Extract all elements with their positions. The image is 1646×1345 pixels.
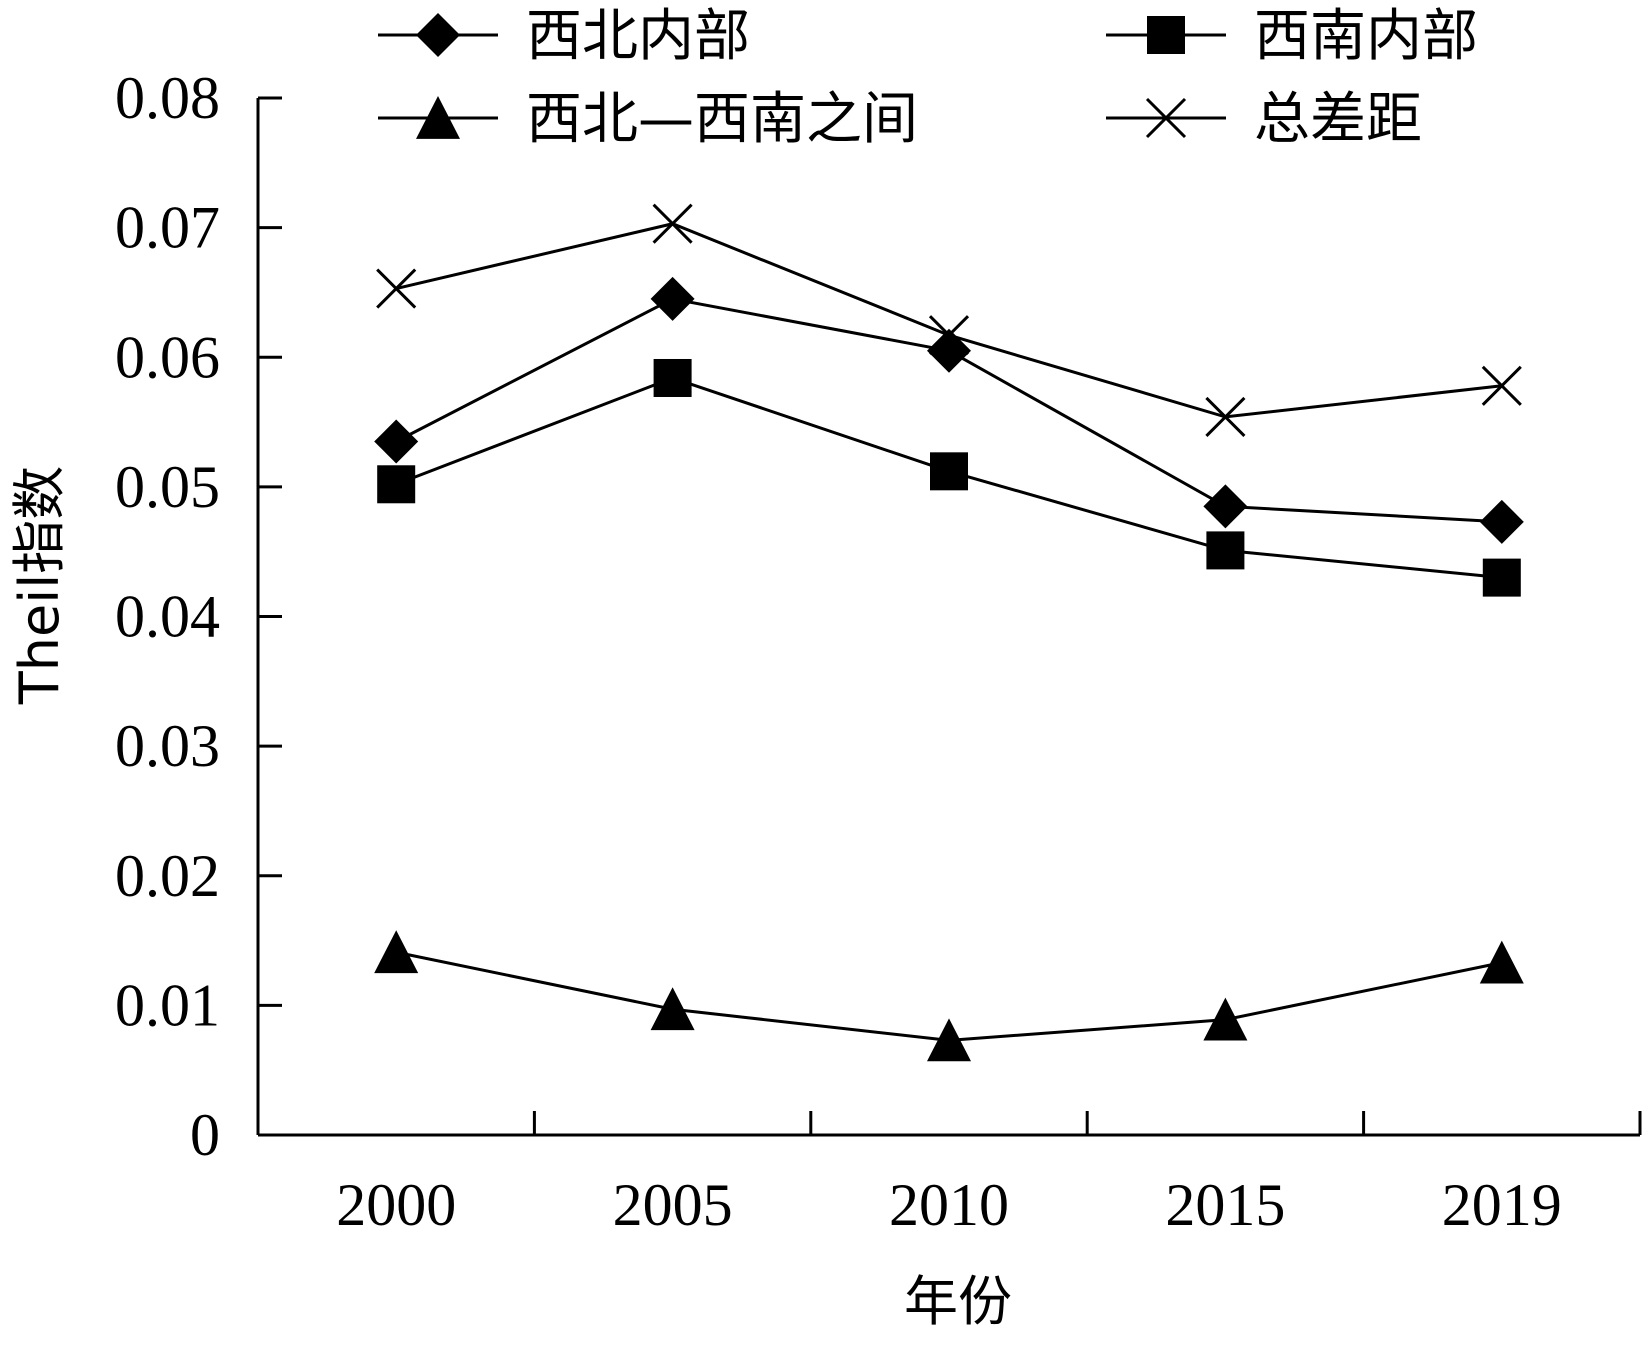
data-point xyxy=(1479,940,1524,984)
y-tick-label: 0.08 xyxy=(115,65,220,131)
legend-label: 总差距 xyxy=(1254,87,1422,152)
legend-item: 西北内部 xyxy=(378,4,750,69)
data-point xyxy=(1206,531,1245,570)
y-tick-label: 0.03 xyxy=(115,713,220,779)
data-point xyxy=(376,268,417,309)
x-tick-label: 2000 xyxy=(336,1172,456,1238)
series-line xyxy=(395,222,1502,419)
series-1 xyxy=(374,276,1524,544)
series-2 xyxy=(377,358,1521,597)
legend-label: 西南内部 xyxy=(1254,4,1478,69)
y-tick-label: 0.01 xyxy=(115,972,220,1038)
legend-marker xyxy=(416,13,460,57)
data-point xyxy=(650,276,695,321)
data-point xyxy=(374,930,419,974)
legend-marker xyxy=(1147,16,1185,54)
data-point xyxy=(377,465,416,504)
legend-label: 西北—西南之间 xyxy=(526,87,918,152)
series-4 xyxy=(376,203,1522,437)
x-tick-label: 2005 xyxy=(613,1172,733,1238)
data-point xyxy=(1205,396,1246,437)
y-tick-label: 0.07 xyxy=(115,195,220,261)
y-tick-label: 0.02 xyxy=(115,843,220,909)
y-tick-label: 0.05 xyxy=(115,454,220,520)
data-point xyxy=(374,419,419,464)
axes: 0 0.01 0.02 0.03 0.04 0.05 0.06 0.07 0.08 2000 200… xyxy=(115,65,1642,1238)
legend-label: 西北内部 xyxy=(526,4,750,69)
series-3 xyxy=(374,930,1524,1062)
data-point xyxy=(927,1018,971,1062)
x-tick-label: 2019 xyxy=(1442,1172,1562,1238)
data-point xyxy=(1203,484,1248,529)
x-tick-label: 2010 xyxy=(889,1172,1009,1238)
x-axis-title: 年份 xyxy=(904,1270,1012,1333)
legend-marker xyxy=(416,96,460,139)
data-point xyxy=(930,452,968,491)
data-point xyxy=(1481,365,1522,406)
data-point xyxy=(1203,997,1248,1041)
data-point xyxy=(652,203,693,244)
data-point xyxy=(650,987,695,1031)
series-layer xyxy=(374,203,1524,1062)
x-tick-label: 2015 xyxy=(1165,1172,1285,1238)
y-axis-title: Theil指数 xyxy=(8,466,71,705)
legend-item: 西北—西南之间 xyxy=(378,87,918,152)
legend-marker xyxy=(1145,97,1187,139)
legend-item: 总差距 xyxy=(1106,87,1422,152)
y-tick-label: 0.06 xyxy=(115,324,220,390)
data-point xyxy=(1479,499,1524,544)
data-point xyxy=(1482,558,1521,597)
y-tick-label: 0.04 xyxy=(115,584,220,650)
data-point xyxy=(653,358,692,397)
data-point xyxy=(928,315,970,356)
legend-item: 西南内部 xyxy=(1106,4,1478,69)
y-tick-label: 0 xyxy=(190,1102,220,1168)
